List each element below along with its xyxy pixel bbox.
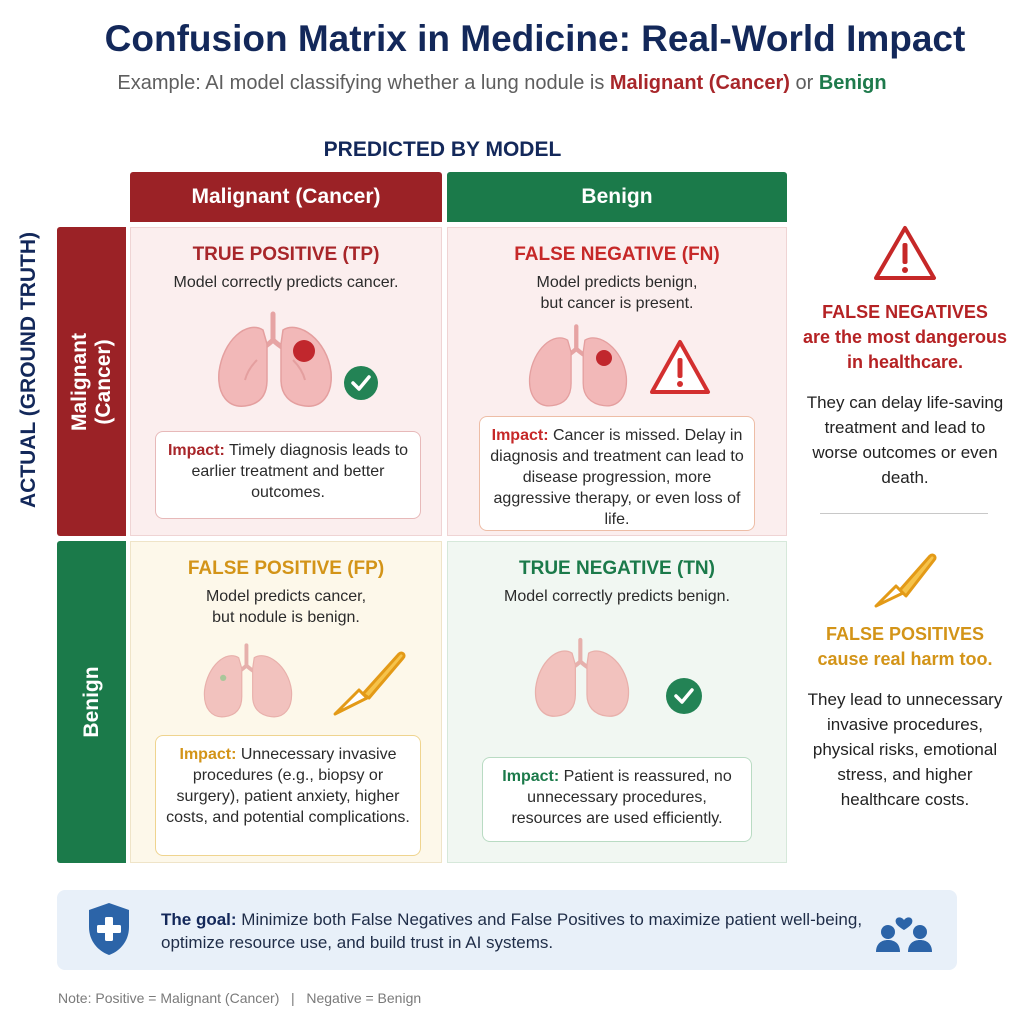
false-negatives-callout: FALSE NEGATIVES are the most dangerous i… — [800, 300, 1010, 490]
cell-description: Model predicts cancer, but nodule is ben… — [131, 586, 441, 628]
tumor-nodule — [293, 340, 315, 362]
footnote: Note: Positive = Malignant (Cancer) | Ne… — [58, 990, 422, 1006]
cell-description-line1: Model predicts benign, — [536, 274, 698, 291]
cell-description: Model correctly predicts cancer. — [131, 272, 441, 293]
warning-triangle-icon — [872, 224, 938, 287]
impact-label: Impact: — [491, 427, 549, 444]
lungs-icon — [203, 638, 293, 724]
callout-title-line1: FALSE NEGATIVES — [822, 302, 988, 322]
goal-text: The goal: Minimize both False Negatives … — [161, 908, 881, 954]
cell-description-line2: but nodule is benign. — [212, 609, 360, 626]
cell-description-line2: but cancer is present. — [540, 295, 694, 312]
shield-plus-icon — [85, 901, 133, 962]
impact-label: Impact: — [167, 442, 225, 459]
column-header-malignant: Malignant (Cancer) — [130, 172, 442, 222]
cell-description: Model predicts benign, but cancer is pre… — [448, 272, 786, 314]
lungs-icon — [528, 320, 628, 412]
callout-body: They lead to unnecessary invasive proced… — [807, 690, 1003, 809]
people-heart-icon — [873, 906, 935, 959]
row-header-benign-text: Benign — [79, 666, 103, 738]
impact-text: Patient is reassured, no unnecessary pro… — [511, 768, 732, 827]
cell-true-negative: TRUE NEGATIVE (TN) Model correctly predi… — [447, 541, 787, 863]
row-header-benign: Benign — [57, 541, 126, 863]
goal-body: Minimize both False Negatives and False … — [161, 910, 863, 952]
scalpel-icon — [872, 546, 938, 615]
divider — [820, 513, 988, 514]
callout-title-line2: are the most dangerous — [802, 327, 1008, 347]
check-circle-icon — [665, 677, 703, 720]
callout-title: FALSE POSITIVES cause real harm too. — [800, 622, 1010, 672]
cell-false-negative: FALSE NEGATIVE (FN) Model predicts benig… — [447, 227, 787, 536]
subtitle-prefix: Example: AI model classifying whether a … — [117, 72, 610, 94]
column-header-benign: Benign — [447, 172, 787, 222]
row-header-malignant-text: Malignant (Cancer) — [67, 333, 115, 431]
cell-description-line1: Model correctly predicts benign. — [504, 588, 730, 605]
cell-title: TRUE POSITIVE (TP) — [192, 244, 380, 265]
goal-label: The goal: — [161, 910, 237, 929]
warning-triangle-icon — [648, 338, 712, 401]
callout-body: They can delay life-saving treatment and… — [806, 393, 1004, 487]
callout-title: FALSE NEGATIVES are the most dangerous i… — [800, 300, 1010, 375]
cell-description-line1: Model correctly predicts cancer. — [173, 274, 399, 291]
lungs-icon — [217, 310, 333, 410]
cell-true-positive: TRUE POSITIVE (TP) Model correctly predi… — [130, 227, 442, 536]
cell-title: FALSE POSITIVE (FP) — [187, 558, 385, 579]
impact-box: Impact: Cancer is missed. Delay in diagn… — [479, 416, 755, 531]
impact-text: Unnecessary invasive procedures (e.g., b… — [166, 746, 410, 826]
callout-title-line3: in healthcare. — [846, 352, 964, 372]
subtitle-connector: or — [789, 72, 819, 94]
cell-description: Model correctly predicts benign. — [448, 586, 786, 607]
callout-title-line2: cause real harm too. — [817, 649, 993, 669]
check-circle-icon — [343, 365, 379, 406]
cell-description-line1: Model predicts cancer, — [205, 588, 367, 605]
row-header-malignant-line1: Malignant — [67, 332, 91, 431]
subtitle-malignant: Malignant (Cancer) — [609, 72, 790, 94]
impact-box: Impact: Unnecessary invasive procedures … — [155, 735, 421, 856]
page-title: Confusion Matrix in Medicine: Real-World… — [104, 18, 966, 59]
scalpel-icon — [329, 644, 407, 725]
impact-text: Cancer is missed. Delay in diagnosis and… — [490, 427, 744, 528]
cell-title: TRUE NEGATIVE (TN) — [519, 558, 715, 579]
impact-box: Impact: Patient is reassured, no unneces… — [482, 757, 752, 842]
subtitle: Example: AI model classifying whether a … — [0, 72, 1004, 95]
impact-label: Impact: — [502, 768, 560, 785]
callout-title-line1: FALSE POSITIVES — [825, 624, 985, 644]
impact-label: Impact: — [179, 746, 237, 763]
row-header-malignant: Malignant (Cancer) — [57, 227, 126, 536]
impact-text: Timely diagnosis leads to earlier treatm… — [191, 442, 409, 501]
actual-axis-label: ACTUAL (GROUND TRUTH) — [17, 231, 40, 509]
goal-banner: The goal: Minimize both False Negatives … — [57, 890, 957, 970]
false-positives-callout: FALSE POSITIVES cause real harm too. The… — [800, 622, 1010, 812]
subtitle-benign: Benign — [818, 72, 887, 94]
impact-box: Impact: Timely diagnosis leads to earlie… — [155, 431, 421, 519]
lungs-icon — [534, 632, 630, 724]
tumor-nodule — [596, 350, 612, 366]
cell-false-positive: FALSE POSITIVE (FP) Model predicts cance… — [130, 541, 442, 863]
predicted-axis-label: PREDICTED BY MODEL — [323, 138, 562, 161]
row-header-malignant-line2: (Cancer) — [91, 338, 115, 425]
cell-title: FALSE NEGATIVE (FN) — [514, 244, 720, 265]
